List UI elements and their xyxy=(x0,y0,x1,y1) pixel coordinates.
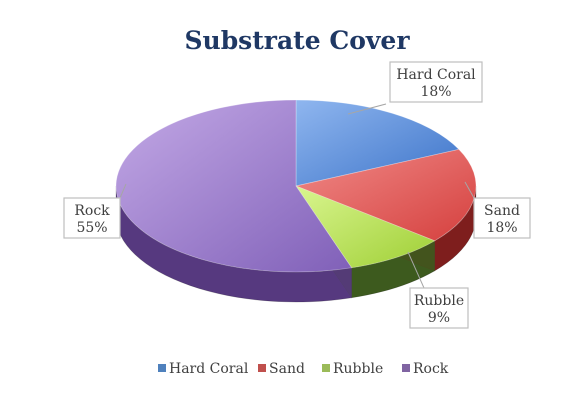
leader-line-rubble xyxy=(407,251,425,289)
data-label-box-hard-coral xyxy=(389,61,483,103)
leader-line-hard-coral xyxy=(347,103,387,115)
data-label-name-rock: Rock xyxy=(74,203,110,219)
legend-swatch-sand xyxy=(258,364,266,372)
data-label-name-hard-coral: Hard Coral xyxy=(396,67,476,83)
data-label-box-rock xyxy=(63,197,121,239)
pie-slice-sand xyxy=(294,148,477,242)
data-label-name-rubble: Rubble xyxy=(414,293,464,309)
legend-swatch-hard-coral xyxy=(158,364,166,372)
pie-tops xyxy=(115,99,477,273)
legend-label-rock: Rock xyxy=(413,361,449,377)
data-label-value-sand: 18% xyxy=(486,220,517,236)
legend-label-rubble: Rubble xyxy=(333,361,383,377)
data-label-box-rubble xyxy=(409,287,469,329)
legend-label-sand: Sand xyxy=(269,361,305,377)
data-label-value-rock: 55% xyxy=(76,220,107,236)
data-label-value-rubble: 9% xyxy=(428,310,450,326)
pie-slice-rubble xyxy=(294,185,436,269)
chart-title: Substrate Cover xyxy=(184,26,410,55)
leader-line-rock xyxy=(119,183,127,199)
legend: Hard Coral Sand Rubble Rock xyxy=(158,361,449,377)
legend-swatch-rock xyxy=(402,364,410,372)
data-label-value-hard-coral: 18% xyxy=(420,84,451,100)
legend-label-hard-coral: Hard Coral xyxy=(169,361,249,377)
leader-line-sand xyxy=(464,181,475,199)
pie-slice-hard-coral xyxy=(295,99,460,187)
data-label-name-sand: Sand xyxy=(484,203,520,219)
data-label-box-sand xyxy=(473,197,531,239)
legend-swatch-rubble xyxy=(322,364,330,372)
